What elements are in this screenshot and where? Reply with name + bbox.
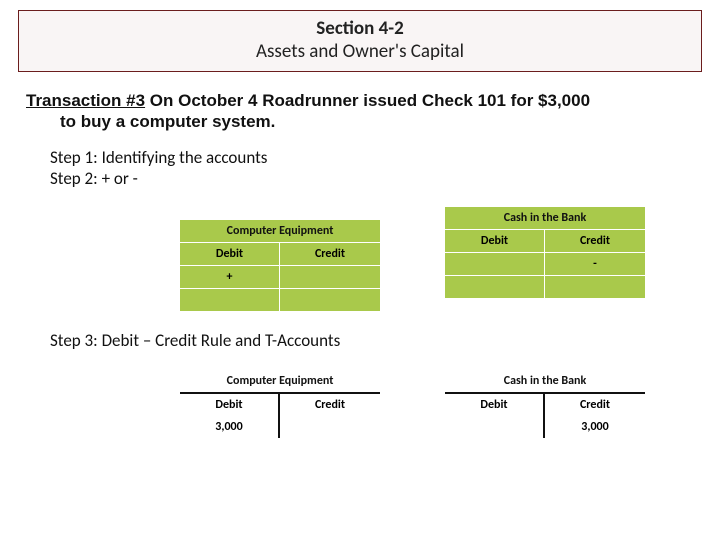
- debit-value-empty: [180, 289, 280, 311]
- debit-label: Debit: [180, 243, 280, 265]
- credit-value: -: [545, 253, 645, 275]
- step-1: Step 1: Identifying the accounts: [50, 147, 720, 168]
- debit-value: 3,000: [180, 416, 280, 438]
- t-account-computer-equipment-values: Computer Equipment Debit Credit 3,000: [180, 370, 380, 438]
- t-header-row: Debit Credit: [445, 392, 645, 416]
- t-account-cash-signs: Cash in the Bank Debit Credit -: [445, 207, 645, 298]
- transaction-label: Transaction #3: [26, 91, 145, 110]
- transaction-line2: to buy a computer system.: [26, 111, 694, 132]
- debit-label: Debit: [445, 230, 545, 252]
- transaction-line1: On October 4 Roadrunner issued Check 101…: [145, 91, 590, 110]
- t-header-row: Debit Credit: [180, 242, 380, 265]
- t-body-row: 3,000: [180, 416, 380, 438]
- t-account-computer-equipment-signs: Computer Equipment Debit Credit +: [180, 220, 380, 311]
- steps-block: Step 1: Identifying the accounts Step 2:…: [50, 147, 720, 190]
- credit-value-empty: [280, 289, 380, 311]
- step-2: Step 2: + or -: [50, 168, 720, 189]
- t-body-row: +: [180, 265, 380, 288]
- t-account-cash-values: Cash in the Bank Debit Credit 3,000: [445, 370, 645, 438]
- debit-label: Debit: [180, 394, 280, 416]
- debit-value-empty: [445, 276, 545, 298]
- credit-value: [280, 416, 380, 438]
- credit-label: Credit: [545, 394, 645, 416]
- step-3: Step 3: Debit – Credit Rule and T-Accoun…: [50, 330, 340, 351]
- debit-value: [445, 416, 545, 438]
- t-body-row: [180, 288, 380, 311]
- credit-value-empty: [545, 276, 645, 298]
- credit-value: 3,000: [545, 416, 645, 438]
- credit-label: Credit: [280, 394, 380, 416]
- credit-value: [280, 266, 380, 288]
- t-header-row: Debit Credit: [445, 229, 645, 252]
- t-body-row: -: [445, 252, 645, 275]
- t-title: Cash in the Bank: [445, 370, 645, 392]
- header-subtitle: Assets and Owner's Capital: [19, 40, 701, 63]
- credit-label: Credit: [545, 230, 645, 252]
- t-body-row: [445, 275, 645, 298]
- slide-header: Section 4-2 Assets and Owner's Capital: [18, 10, 702, 72]
- debit-value: +: [180, 266, 280, 288]
- debit-label: Debit: [445, 394, 545, 416]
- t-title: Computer Equipment: [180, 220, 380, 242]
- t-title: Computer Equipment: [180, 370, 380, 392]
- t-title: Cash in the Bank: [445, 207, 645, 229]
- credit-label: Credit: [280, 243, 380, 265]
- transaction-text: Transaction #3 On October 4 Roadrunner i…: [26, 90, 694, 133]
- debit-value: [445, 253, 545, 275]
- t-header-row: Debit Credit: [180, 392, 380, 416]
- t-body-row: 3,000: [445, 416, 645, 438]
- header-title: Section 4-2: [19, 17, 701, 40]
